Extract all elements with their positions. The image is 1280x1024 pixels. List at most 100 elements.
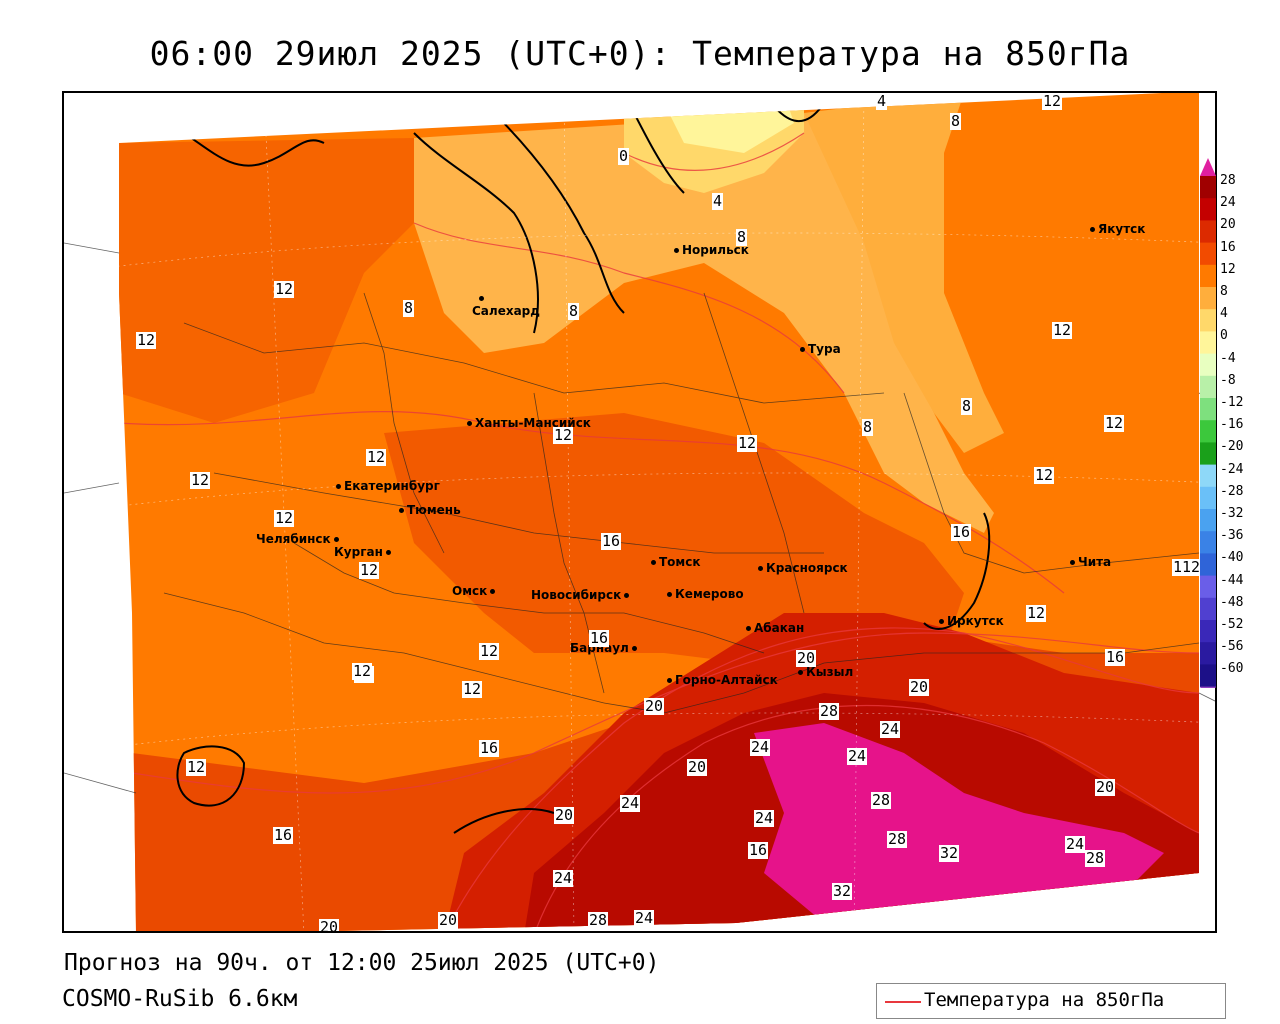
contour-label: 16 [1105, 648, 1126, 666]
contour-label: 20 [554, 806, 575, 824]
contour-label: 24 [750, 738, 771, 756]
colorbar-cell [1200, 198, 1216, 221]
colorbar-cell [1200, 620, 1216, 643]
city-dot [758, 566, 763, 571]
city-label: Челябинск [256, 532, 331, 546]
contour-label: 8 [403, 299, 415, 317]
colorbar-top-arrow [1200, 158, 1216, 176]
colorbar-tick-label: -4 [1220, 350, 1236, 366]
colorbar-cell [1200, 531, 1216, 554]
city-label: Чита [1078, 555, 1112, 569]
contour-label: 28 [1085, 849, 1106, 867]
city-label: Горно-Алтайск [675, 673, 778, 687]
colorbar-tick-label: 24 [1220, 195, 1236, 211]
contour-label: 20 [1095, 778, 1116, 796]
colorbar-tick-label: 20 [1220, 217, 1236, 233]
city-dot [798, 670, 803, 675]
city-dot [631, 646, 637, 651]
contour-label: 12 [553, 426, 574, 444]
city-dot [467, 421, 472, 426]
white-sea [183, 132, 325, 167]
colorbar-cell [1200, 331, 1216, 355]
colorbar-cell [1200, 264, 1216, 288]
colorbar-cell [1200, 375, 1216, 399]
contour-label: 8 [961, 397, 973, 415]
city-label: Ханты-Мансийск [475, 416, 591, 430]
contour-label: 12 [1042, 92, 1063, 110]
colorbar-cell [1200, 509, 1216, 532]
colorbar-tick-label: -40 [1220, 550, 1244, 566]
contour-label: 12 [1026, 604, 1047, 622]
colorbar-cell [1200, 398, 1216, 421]
city-dot [333, 537, 339, 542]
city-omsk: Омск [452, 584, 498, 598]
temperature-map: Норильск Якутск Салехард Тура Ханты-Манс… [62, 91, 1217, 933]
zone-12 [119, 138, 414, 423]
legend-line-sample [885, 1001, 921, 1003]
colorbar-tick-label: 16 [1220, 239, 1236, 255]
colorbar: 28 24 20 16 12 8 4 0 -4 -8 -12 -16 -20 -24 -28 -32 -36 -4… [1200, 158, 1244, 688]
city-dot [1070, 560, 1075, 565]
city-dot [667, 678, 672, 683]
colorbar-tick-label: 12 [1220, 261, 1236, 277]
city-dot [667, 592, 672, 597]
city-tura: Тура [800, 342, 841, 356]
model-name: COSMO-RuSib 6.6км [62, 986, 298, 1012]
city-salekhard [479, 291, 487, 305]
contour-label: 12 [1104, 414, 1125, 432]
colorbar-cell [1200, 242, 1216, 266]
city-label: Екатеринбург [344, 479, 440, 493]
city-chelyabinsk: Челябинск [256, 532, 342, 546]
city-gorno-altaysk: Горно-Алтайск [667, 673, 778, 687]
colorbar-tick-label: -56 [1220, 639, 1244, 655]
contour-label: 16 [479, 739, 500, 757]
city-dot [1090, 227, 1095, 232]
contour-label: 12 [1181, 558, 1202, 576]
colorbar-tick-label: -44 [1220, 572, 1244, 588]
city-label: Томск [659, 555, 701, 569]
contour-label: 32 [939, 844, 960, 862]
contour-label: 16 [601, 532, 622, 550]
city-label: Кемерово [675, 587, 744, 601]
contour-label: 12 [462, 680, 483, 698]
colorbar-cell [1200, 442, 1216, 466]
city-norilsk: Норильск [674, 243, 749, 257]
contour-label: 20 [319, 919, 340, 931]
contour-label: 32 [832, 882, 853, 900]
city-label: Салехард [472, 304, 540, 318]
city-dot [479, 296, 484, 301]
forecast-info: Прогноз на 90ч. от 12:00 25июл 2025 (UTC… [64, 950, 660, 976]
colorbar-tick-label: -48 [1220, 594, 1244, 610]
map-canvas [64, 93, 1215, 931]
city-label: Курган [334, 545, 383, 559]
contour-label: 12 [352, 662, 373, 680]
contour-label: 28 [871, 791, 892, 809]
contour-label: 8 [862, 418, 874, 436]
contour-label: 20 [438, 911, 459, 929]
city-label: Красноярск [766, 561, 848, 575]
city-dot [490, 589, 496, 594]
city-krasnoyarsk: Красноярск [758, 561, 848, 575]
colorbar-tick-label: 28 [1220, 173, 1236, 188]
contour-label: 20 [644, 697, 665, 715]
colorbar-tick-label: 4 [1220, 306, 1228, 322]
city-irkutsk: Иркутск [939, 614, 1004, 628]
city-dot [624, 593, 630, 598]
colorbar-tick-label: 8 [1220, 284, 1228, 299]
colorbar-bottom-arrow [1200, 686, 1216, 688]
city-label: Тура [808, 342, 841, 356]
contour-label: 28 [887, 830, 908, 848]
contour-label: 16 [589, 629, 610, 647]
contour-label: 12 [1052, 321, 1073, 339]
contour-label: 28 [588, 911, 609, 929]
zone-8-north [414, 113, 994, 533]
colorbar-cell [1200, 642, 1216, 665]
city-dot [939, 619, 944, 624]
city-dot [336, 484, 341, 489]
map-title: 06:00 29июл 2025 (UTC+0): Температура на… [149, 34, 1131, 73]
legend-label: Температура на 850гПа [924, 989, 1165, 1011]
contour-label: 24 [620, 794, 641, 812]
city-abakan: Абакан [746, 621, 804, 635]
city-novosibirsk: Новосибирск [531, 588, 632, 602]
city-yekaterinburg: Екатеринбург [336, 479, 440, 493]
